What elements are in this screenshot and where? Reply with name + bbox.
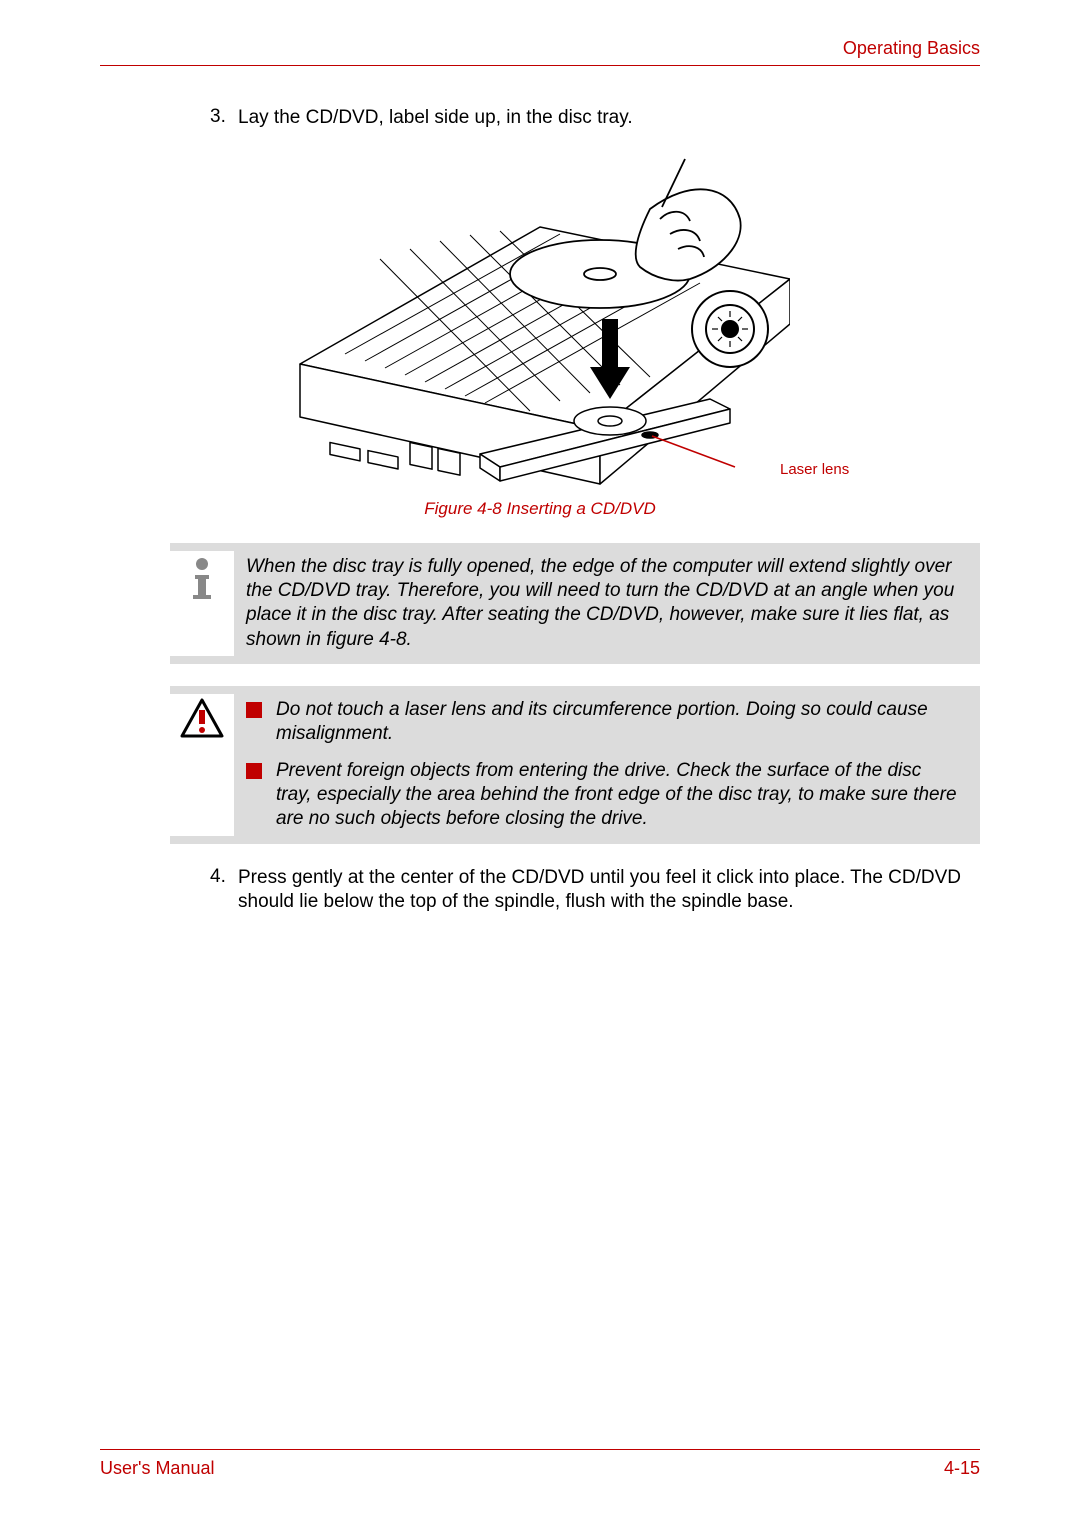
header-section-title: Operating Basics xyxy=(843,38,980,59)
page-footer: User's Manual 4-15 xyxy=(100,1449,980,1479)
info-icon xyxy=(170,551,234,656)
warning-item-1-text: Do not touch a laser lens and its circum… xyxy=(276,698,962,747)
cd-insertion-diagram xyxy=(290,149,790,489)
step-3-number: 3. xyxy=(210,106,238,131)
warning-item-2: Prevent foreign objects from entering th… xyxy=(246,759,962,832)
bullet-icon xyxy=(246,763,262,779)
warning-callout: Do not touch a laser lens and its circum… xyxy=(170,686,980,844)
step-3-text: Lay the CD/DVD, label side up, in the di… xyxy=(238,106,633,131)
warning-callout-body: Do not touch a laser lens and its circum… xyxy=(240,694,968,836)
info-callout: When the disc tray is fully opened, the … xyxy=(170,543,980,664)
step-4: 4. Press gently at the center of the CD/… xyxy=(210,866,980,915)
page-header: Operating Basics xyxy=(100,38,980,66)
step-4-number: 4. xyxy=(210,866,238,915)
bullet-icon xyxy=(246,702,262,718)
step-4-text: Press gently at the center of the CD/DVD… xyxy=(238,866,980,915)
warning-item-1: Do not touch a laser lens and its circum… xyxy=(246,698,962,747)
footer-page-number: 4-15 xyxy=(944,1458,980,1479)
warning-item-2-text: Prevent foreign objects from entering th… xyxy=(276,759,962,832)
warning-icon xyxy=(170,694,234,836)
footer-manual-label: User's Manual xyxy=(100,1458,214,1479)
figure-illustration: Laser lens xyxy=(100,149,980,489)
step-3: 3. Lay the CD/DVD, label side up, in the… xyxy=(210,106,980,131)
info-callout-text: When the disc tray is fully opened, the … xyxy=(240,551,968,656)
laser-lens-label: Laser lens xyxy=(780,461,849,478)
figure-caption: Figure 4-8 Inserting a CD/DVD xyxy=(100,499,980,519)
